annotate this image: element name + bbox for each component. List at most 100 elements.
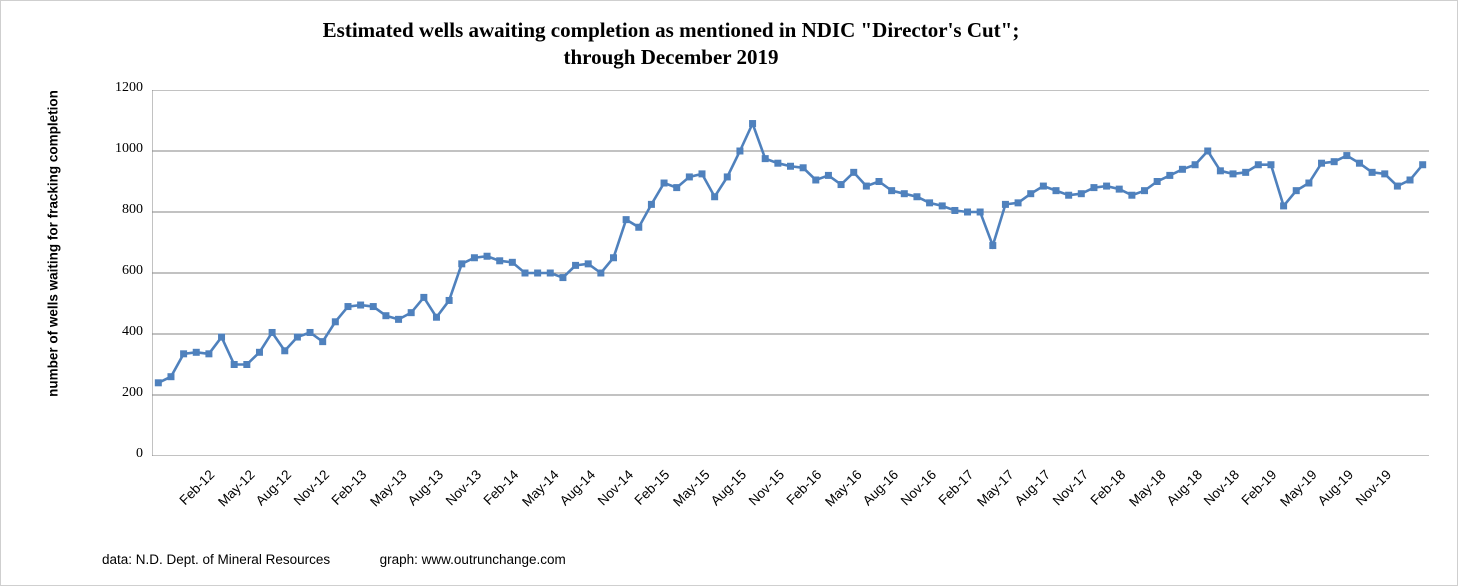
data-point-marker: [989, 242, 997, 250]
data-credit: data: N.D. Dept. of Mineral Resources: [102, 552, 331, 567]
y-tick-label: 0: [136, 446, 143, 461]
x-tick-label: Aug-12: [252, 467, 295, 509]
data-point-marker: [1229, 170, 1237, 178]
data-point-marker: [774, 159, 782, 167]
x-tick-label: Feb-17: [935, 467, 977, 508]
data-point-marker: [534, 269, 542, 277]
data-point-marker: [837, 181, 845, 189]
data-point-marker: [357, 301, 365, 309]
data-point-marker: [850, 168, 858, 176]
data-point-marker: [420, 293, 428, 301]
data-point-marker: [445, 296, 453, 304]
data-point-marker: [205, 350, 213, 358]
x-tick-label: Aug-13: [404, 467, 447, 509]
data-point-marker: [1166, 171, 1174, 179]
x-tick-label: Nov-17: [1049, 467, 1091, 509]
data-point-marker: [685, 173, 693, 181]
x-tick-label: May-17: [974, 467, 1017, 510]
data-point-marker: [1039, 182, 1047, 190]
gridlines: [152, 90, 1429, 396]
data-point-marker: [964, 208, 972, 216]
data-point-marker: [293, 333, 301, 341]
x-tick-label: Feb-16: [783, 467, 825, 508]
x-tick-label: Nov-15: [746, 467, 788, 509]
data-point-marker: [597, 269, 605, 277]
data-point-marker: [1178, 165, 1186, 173]
data-point-marker: [951, 206, 959, 214]
data-point-marker: [369, 303, 377, 311]
data-point-marker: [1330, 158, 1338, 166]
data-point-marker: [673, 184, 681, 192]
data-point-marker: [1406, 176, 1414, 184]
x-tick-label: Aug-18: [1163, 467, 1205, 509]
x-tick-label: Aug-15: [708, 467, 750, 509]
x-tick-label: Feb-15: [632, 467, 673, 508]
x-tick-label: May-16: [822, 467, 865, 510]
data-point-marker: [382, 312, 390, 320]
data-point-marker: [1355, 159, 1363, 167]
data-point-marker: [824, 171, 832, 179]
data-point-marker: [1090, 184, 1098, 192]
data-point-marker: [1242, 168, 1250, 176]
data-point-marker: [698, 170, 706, 178]
x-tick-label: May-14: [518, 467, 562, 510]
data-point-marker: [1153, 178, 1161, 185]
data-point-marker: [1191, 161, 1199, 169]
data-point-marker: [192, 348, 200, 356]
chart-title: Estimated wells awaiting completion as m…: [322, 18, 1020, 69]
data-point-marker: [736, 147, 744, 155]
data-point-marker: [976, 208, 984, 216]
x-tick-label: Nov-18: [1201, 467, 1243, 509]
x-tick-label: Feb-12: [176, 467, 218, 508]
data-point-marker: [154, 379, 162, 387]
data-point-marker: [1393, 182, 1401, 190]
data-point-markers: [154, 120, 1427, 387]
data-point-marker: [609, 254, 617, 262]
data-point-marker: [1001, 200, 1009, 208]
x-tick-label: Aug-19: [1314, 467, 1357, 509]
x-tick-label: May-19: [1277, 467, 1320, 510]
footer-credits: data: N.D. Dept. of Mineral Resources gr…: [102, 552, 566, 567]
x-tick-label: Feb-18: [1087, 467, 1129, 508]
data-point-marker: [635, 223, 643, 231]
y-tick-label: 1200: [115, 80, 143, 95]
x-tick-label: Feb-13: [328, 467, 370, 508]
y-tick-label: 800: [122, 202, 143, 217]
data-point-marker: [1368, 168, 1376, 176]
y-tick-label: 600: [122, 263, 143, 278]
data-point-marker: [647, 200, 655, 208]
data-point-marker: [344, 303, 352, 311]
data-point-marker: [407, 309, 415, 317]
data-point-marker: [1141, 187, 1149, 195]
data-point-marker: [1128, 191, 1136, 199]
data-point-marker: [1254, 161, 1262, 169]
data-point-marker: [483, 252, 491, 260]
data-point-marker: [458, 260, 466, 268]
y-tick-label: 200: [122, 385, 143, 400]
x-tick-label: Nov-14: [594, 467, 636, 509]
data-point-marker: [938, 202, 946, 210]
x-tick-label: Nov-13: [442, 467, 484, 509]
data-point-marker: [1292, 187, 1300, 195]
data-point-marker: [787, 162, 794, 170]
data-point-marker: [306, 328, 314, 336]
data-point-marker: [1014, 199, 1022, 207]
data-point-marker: [572, 261, 580, 269]
data-point-marker: [319, 338, 327, 346]
data-point-marker: [508, 258, 516, 266]
data-point-marker: [761, 155, 769, 163]
x-tick-label: Aug-17: [1011, 467, 1053, 509]
x-tick-label: May-12: [215, 467, 258, 510]
data-point-marker: [470, 254, 478, 262]
data-point-marker: [167, 373, 175, 381]
x-tick-label: Aug-16: [859, 467, 902, 509]
data-point-marker: [281, 347, 289, 355]
data-point-marker: [395, 315, 403, 323]
data-point-marker: [584, 260, 592, 268]
data-point-marker: [1216, 167, 1224, 175]
data-point-marker: [559, 274, 567, 282]
series-svg: [152, 90, 1429, 456]
